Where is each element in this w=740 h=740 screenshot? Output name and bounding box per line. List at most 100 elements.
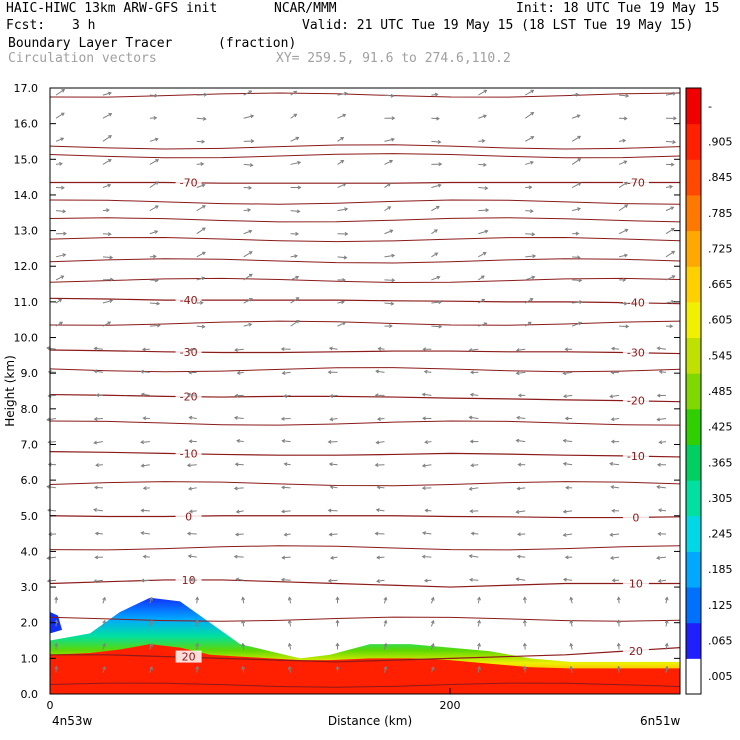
circulation-vector-head	[423, 578, 428, 583]
circulation-vector	[329, 463, 338, 466]
contour-line	[49, 144, 681, 150]
circulation-vector-head	[297, 160, 302, 165]
fcst-label: Fcst:	[6, 18, 46, 33]
circulation-vector-head	[344, 91, 349, 96]
circulation-vector-head	[155, 159, 160, 163]
circulation-vector	[55, 321, 63, 327]
circulation-vector	[149, 205, 159, 212]
xy-extent: XY= 259.5, 91.6 to 274.6,110.2	[276, 51, 511, 66]
contour-label: 10	[629, 577, 643, 590]
circulation-vector-head	[201, 227, 206, 232]
circulation-vector-head	[609, 461, 614, 466]
circulation-vector-head	[569, 642, 574, 647]
contour-label-bg	[622, 577, 649, 590]
circulation-vector	[469, 555, 479, 558]
contour-line	[49, 420, 681, 426]
circulation-vector-head	[287, 619, 292, 624]
circulation-vector-head	[610, 417, 615, 422]
circulation-vector-head	[389, 229, 394, 234]
circulation-vector-head	[374, 463, 379, 467]
circulation-vector-head	[516, 415, 520, 420]
circulation-vector-head	[94, 531, 99, 536]
circulation-vector	[424, 579, 432, 582]
circulation-vector-head	[430, 643, 435, 647]
circulation-vector-head	[46, 556, 51, 561]
circulation-vector	[102, 135, 112, 142]
circulation-vector	[516, 439, 526, 443]
colorbar-label: .665	[708, 278, 733, 291]
circulation-vector-head	[562, 438, 567, 443]
circulation-vector-head	[564, 416, 569, 421]
circulation-vector-head	[672, 91, 677, 96]
circulation-vector-head	[569, 619, 574, 624]
contour-line	[50, 647, 681, 663]
circulation-vector	[384, 254, 395, 258]
circulation-vector-head	[480, 275, 485, 279]
circulation-vector	[330, 418, 338, 421]
circulation-vector-head	[54, 619, 59, 624]
circulation-vector	[330, 394, 338, 397]
circulation-vector-head	[664, 665, 669, 670]
contour-label: -30	[627, 347, 645, 360]
valid-time: Valid: 21 UTC Tue 19 May 15 (18 LST Tue …	[302, 18, 694, 33]
circulation-vector-head	[522, 619, 527, 624]
circulation-vector-head	[436, 116, 440, 121]
circulation-vector-head	[154, 137, 159, 142]
circulation-vector	[141, 532, 150, 535]
circulation-vector	[665, 185, 673, 189]
circulation-vector-head	[422, 531, 426, 536]
circulation-vector-head	[297, 185, 302, 190]
circulation-vector-head	[664, 619, 669, 624]
circulation-vector-head	[342, 113, 347, 118]
circulation-vector-head	[578, 321, 583, 326]
colorbar-swatch	[686, 551, 701, 588]
circulation-vector-head	[93, 369, 98, 374]
circulation-vector	[102, 299, 113, 304]
circulation-vector	[619, 139, 626, 142]
circulation-vector-head	[485, 208, 490, 213]
circulation-vector-head	[669, 324, 674, 329]
circulation-vector	[571, 135, 581, 142]
circulation-vector-head	[376, 485, 381, 490]
colorbar-label: .725	[708, 242, 733, 255]
circulation-vector-head	[233, 486, 238, 491]
circulation-vector	[337, 183, 346, 188]
circulation-vector-head	[483, 114, 487, 119]
circulation-vector	[377, 556, 385, 559]
circulation-vector-head	[109, 299, 114, 303]
circulation-vector	[282, 556, 291, 559]
circulation-vector	[55, 89, 65, 96]
circulation-vector	[196, 205, 206, 212]
circulation-vector	[431, 93, 438, 96]
circulation-vector	[243, 163, 253, 166]
circulation-vector	[149, 666, 153, 673]
circulation-vector-head	[376, 417, 381, 421]
circulation-vector-head	[616, 619, 621, 624]
circulation-vector	[196, 277, 205, 281]
circulation-vector-head	[241, 596, 246, 601]
colorbar-swatch	[686, 123, 701, 160]
contour-label-bg	[622, 645, 649, 658]
circulation-vector-head	[46, 484, 51, 489]
circulation-vector-head	[203, 92, 208, 97]
circulation-vector-head	[248, 273, 253, 278]
circulation-vector-head	[670, 228, 675, 232]
circulation-vector	[665, 140, 676, 143]
circulation-vector-head	[60, 275, 65, 279]
circulation-vector	[431, 184, 441, 189]
circulation-vector-head	[187, 554, 192, 559]
contour-label-bg	[622, 296, 649, 309]
circulation-vector-head	[469, 439, 474, 444]
circulation-vector	[471, 464, 479, 467]
contour-label-bg	[622, 511, 649, 524]
circulation-vector	[337, 92, 348, 96]
circulation-vector	[618, 597, 620, 604]
colorbar-swatch	[686, 622, 701, 659]
y-tick-label: 1.0	[21, 652, 39, 665]
circulation-vector	[93, 509, 103, 512]
circulation-vector-head	[528, 185, 533, 190]
circulation-vector-head	[531, 232, 536, 237]
circulation-vector-head	[140, 578, 145, 583]
circulation-vector-head	[200, 162, 205, 166]
circulation-vector	[516, 371, 526, 374]
